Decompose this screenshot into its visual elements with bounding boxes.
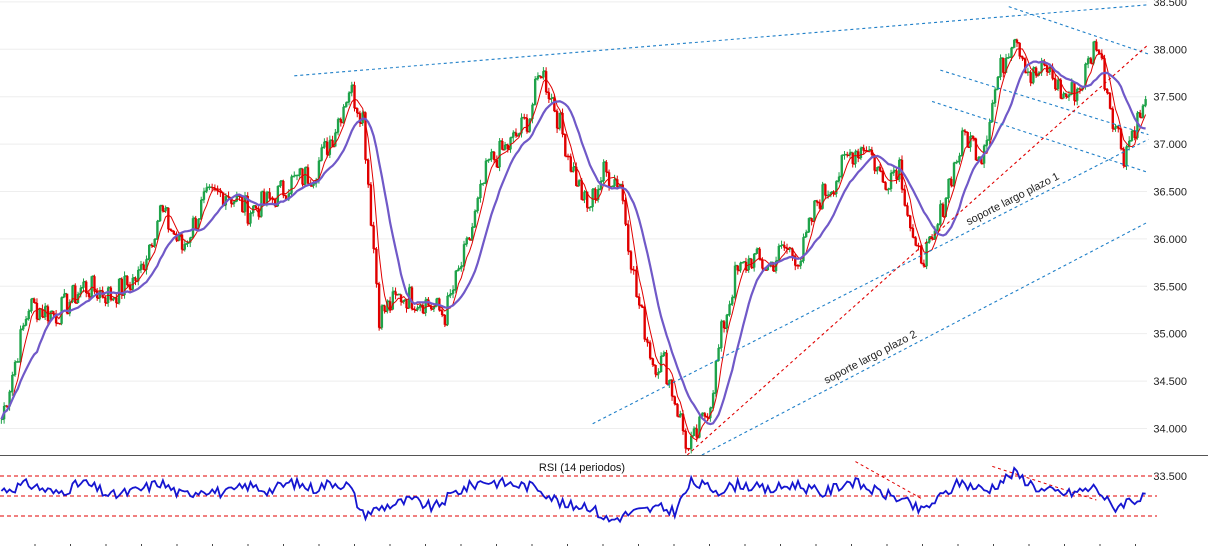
trendlines [294,4,1149,456]
y-tick-label: 33.500 [1153,471,1187,483]
rsi-levels [0,475,1157,517]
trendline [940,69,1149,136]
y-tick-label: 35.000 [1153,329,1187,341]
trendline [701,221,1149,456]
trendline [686,44,1149,456]
trendline-label: soporte largo plazo 1 [964,171,1061,228]
y-tick-label: 37.500 [1153,92,1187,104]
moving-average-slow [0,60,1146,426]
y-tick-label: 36.500 [1153,186,1187,198]
rsi-title: RSI (14 periodos) [539,462,625,474]
trendline [1008,6,1149,55]
y-tick-label: 37.000 [1153,139,1187,151]
trendline [592,138,1149,425]
y-tick-label: 34.000 [1153,423,1187,435]
rsi-trendlines [855,461,1097,501]
trendline-labels: soporte largo plazo 1 soporte largo plazo… [822,171,1061,387]
price-axis: 38.500 38.000 37.500 37.000 36.500 36.000 35.5… [1153,0,1187,483]
trendline-label: soporte largo plazo 2 [822,328,919,386]
y-tick-label: 38.000 [1153,44,1187,56]
y-tick-label: 36.000 [1153,234,1187,246]
rsi-trendline [992,465,1097,501]
y-tick-label: 34.500 [1153,376,1187,388]
trendline [931,100,1149,174]
y-tick-label: 38.500 [1153,0,1187,9]
price-candles [0,38,1147,454]
trendline [294,4,1149,77]
moving-average-fast [0,48,1147,441]
rsi-trendline [855,461,922,499]
y-tick-label: 35.500 [1153,281,1187,293]
rsi-line [0,466,1146,524]
